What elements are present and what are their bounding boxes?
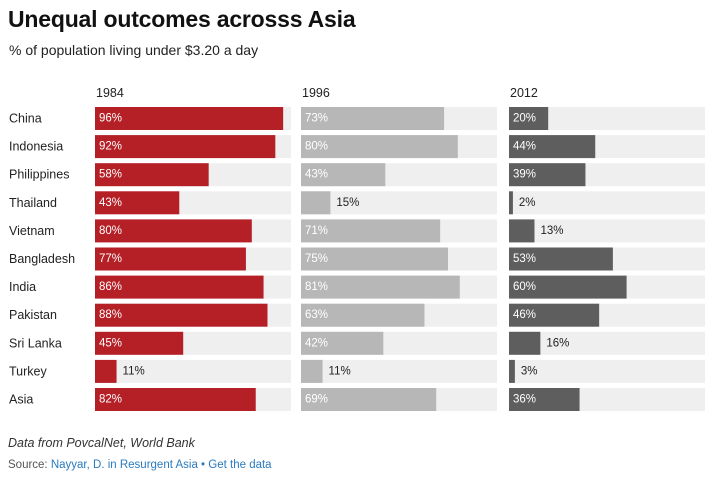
value-label-1996-china: 73% bbox=[305, 113, 328, 125]
value-label-1996-pakistan: 63% bbox=[305, 309, 328, 321]
bar-1984-india bbox=[95, 275, 264, 299]
bar-track-2012-turkey bbox=[509, 359, 705, 383]
value-label-2012-china: 20% bbox=[513, 113, 536, 125]
value-label-1996-turkey: 11% bbox=[329, 365, 351, 377]
source-link[interactable]: Nayyar, D. in Resurgent Asia bbox=[50, 459, 198, 471]
value-label-2012-pakistan: 46% bbox=[513, 309, 536, 321]
bar-track-2012-thailand bbox=[509, 191, 705, 215]
value-label-1984-asia: 82% bbox=[99, 394, 122, 406]
bar-2012-thailand bbox=[509, 191, 513, 215]
bar-2012-indonesia bbox=[509, 135, 596, 159]
value-label-1984-vietnam: 80% bbox=[99, 225, 122, 237]
bar-2012-china bbox=[509, 107, 549, 130]
bar-1996-china bbox=[301, 107, 445, 130]
value-label-2012-thailand: 2% bbox=[519, 197, 536, 209]
panel-header-1984: 1984 bbox=[96, 86, 124, 100]
category-label-pakistan: Pakistan bbox=[9, 308, 57, 322]
source-line: Source: Nayyar, D. in Resurgent Asia • G… bbox=[8, 459, 272, 471]
bar-1984-thailand bbox=[95, 191, 180, 215]
value-label-2012-india: 60% bbox=[513, 281, 536, 293]
bar-1984-asia bbox=[95, 388, 256, 411]
bar-1984-turkey bbox=[95, 359, 117, 383]
category-label-sri-lanka: Sri Lanka bbox=[9, 336, 62, 350]
bar-1984-philippines bbox=[95, 163, 209, 187]
panel-header-1996: 1996 bbox=[302, 86, 330, 100]
value-label-1984-india: 86% bbox=[99, 281, 122, 293]
category-label-philippines: Philippines bbox=[9, 168, 69, 182]
bar-1996-asia bbox=[301, 388, 437, 411]
category-label-asia: Asia bbox=[9, 393, 33, 407]
chart-subtitle: % of population living under $3.20 a day bbox=[9, 42, 259, 58]
category-label-bangladesh: Bangladesh bbox=[9, 252, 75, 266]
value-label-1984-bangladesh: 77% bbox=[99, 253, 122, 265]
value-label-1996-thailand: 15% bbox=[336, 197, 359, 209]
value-label-2012-sri-lanka: 16% bbox=[546, 337, 569, 349]
bar-track-1984-turkey bbox=[95, 359, 291, 383]
bar-track-2012-vietnam bbox=[509, 219, 705, 243]
bar-1996-turkey bbox=[301, 359, 323, 383]
bar-1984-sri-lanka bbox=[95, 331, 184, 355]
value-label-1984-china: 96% bbox=[99, 113, 122, 125]
bar-1984-china bbox=[95, 107, 284, 130]
bar-1996-india bbox=[301, 275, 460, 299]
bar-2012-turkey bbox=[509, 359, 515, 383]
value-label-1984-sri-lanka: 45% bbox=[99, 337, 122, 349]
bar-1996-philippines bbox=[301, 163, 386, 187]
value-label-1984-turkey: 11% bbox=[123, 365, 145, 377]
bar-1996-sri-lanka bbox=[301, 331, 384, 355]
value-label-1984-pakistan: 88% bbox=[99, 309, 122, 321]
value-label-1996-indonesia: 80% bbox=[305, 141, 328, 153]
bar-2012-sri-lanka bbox=[509, 331, 541, 355]
bar-2012-pakistan bbox=[509, 303, 600, 327]
value-label-2012-asia: 36% bbox=[513, 394, 536, 406]
value-label-1996-vietnam: 71% bbox=[305, 225, 328, 237]
source-label: Source: bbox=[8, 459, 51, 471]
value-label-2012-philippines: 39% bbox=[513, 169, 536, 181]
value-label-1984-thailand: 43% bbox=[99, 197, 122, 209]
value-label-1984-philippines: 58% bbox=[99, 169, 122, 181]
bar-track-2012-sri-lanka bbox=[509, 331, 705, 355]
bar-1996-pakistan bbox=[301, 303, 425, 327]
value-label-1996-philippines: 43% bbox=[305, 169, 328, 181]
bar-1984-bangladesh bbox=[95, 247, 246, 271]
category-label-turkey: Turkey bbox=[9, 364, 47, 378]
category-label-indonesia: Indonesia bbox=[9, 140, 63, 154]
value-label-2012-bangladesh: 53% bbox=[513, 253, 536, 265]
chart-title: Unequal outcomes acrosss Asia bbox=[8, 6, 356, 32]
category-label-vietnam: Vietnam bbox=[9, 224, 55, 238]
bar-2012-asia bbox=[509, 388, 580, 411]
bar-1996-thailand bbox=[301, 191, 331, 215]
value-label-1996-india: 81% bbox=[305, 281, 328, 293]
value-label-2012-indonesia: 44% bbox=[513, 141, 536, 153]
bar-1996-bangladesh bbox=[301, 247, 448, 271]
value-label-2012-vietnam: 13% bbox=[540, 225, 563, 237]
category-label-thailand: Thailand bbox=[9, 196, 57, 210]
bar-2012-philippines bbox=[509, 163, 586, 187]
bar-1984-vietnam bbox=[95, 219, 252, 243]
bar-track-2012-china bbox=[509, 107, 705, 130]
category-label-india: India bbox=[9, 280, 36, 294]
value-label-1996-sri-lanka: 42% bbox=[305, 337, 328, 349]
value-label-1996-asia: 69% bbox=[305, 394, 328, 406]
source-separator: • bbox=[201, 459, 206, 471]
bar-2012-vietnam bbox=[509, 219, 535, 243]
value-label-2012-turkey: 3% bbox=[521, 365, 538, 377]
value-label-1984-indonesia: 92% bbox=[99, 141, 122, 153]
bar-1984-indonesia bbox=[95, 135, 276, 159]
bar-1996-indonesia bbox=[301, 135, 458, 159]
panel-header-2012: 2012 bbox=[510, 86, 538, 100]
value-label-1996-bangladesh: 75% bbox=[305, 253, 328, 265]
bar-1984-pakistan bbox=[95, 303, 268, 327]
bar-2012-bangladesh bbox=[509, 247, 613, 271]
get-the-data-link[interactable]: Get the data bbox=[208, 459, 272, 471]
bar-track-1996-thailand bbox=[301, 191, 497, 215]
bar-2012-india bbox=[509, 275, 627, 299]
data-note: Data from PovcalNet, World Bank bbox=[8, 436, 195, 450]
bar-1996-vietnam bbox=[301, 219, 441, 243]
category-label-china: China bbox=[9, 112, 42, 126]
bar-track-1996-turkey bbox=[301, 359, 497, 383]
